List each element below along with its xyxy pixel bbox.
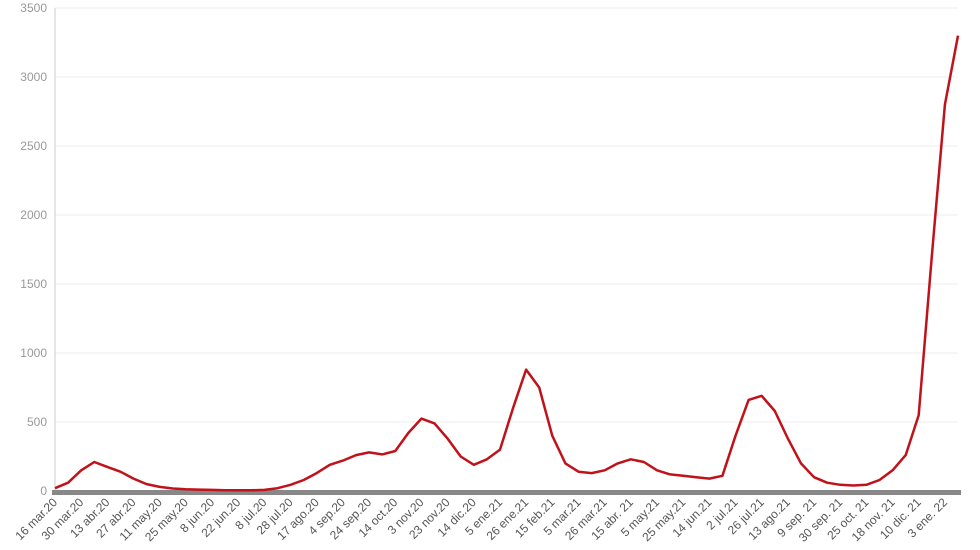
y-tick-label: 2500 [20, 139, 47, 153]
y-tick-label: 3000 [20, 70, 47, 84]
x-axis [52, 490, 961, 495]
line [54, 35, 960, 492]
y-tick-label: 0 [40, 484, 47, 498]
y-tick-label: 1000 [20, 346, 47, 360]
y-tick-label: 3500 [20, 1, 47, 15]
y-tick-label: 2000 [20, 208, 47, 222]
y-tick-label: 500 [27, 415, 47, 429]
y-tick-label: 1500 [20, 277, 47, 291]
